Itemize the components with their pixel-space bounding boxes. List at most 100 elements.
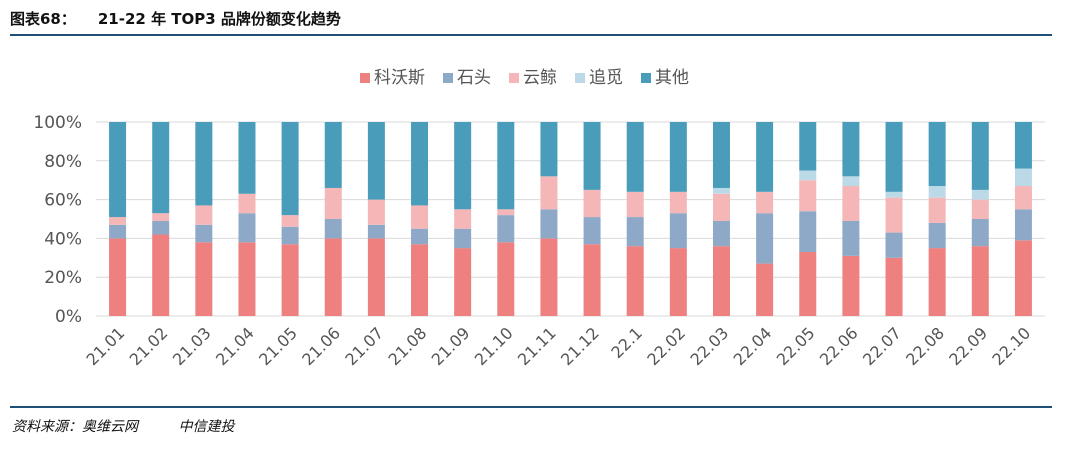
bar-segment bbox=[411, 244, 429, 316]
bar-segment bbox=[626, 217, 644, 247]
bar-segment bbox=[756, 191, 774, 214]
bar-stack bbox=[152, 122, 170, 316]
bar-segment bbox=[152, 234, 170, 316]
bar-segment bbox=[324, 238, 342, 316]
bar-segment bbox=[669, 213, 687, 249]
x-tick-label: 21.07 bbox=[341, 323, 387, 369]
bar-stack bbox=[1014, 122, 1032, 316]
bar-segment bbox=[411, 205, 429, 229]
bar-stack bbox=[238, 122, 256, 316]
bar-stack bbox=[583, 122, 601, 316]
bar-segment bbox=[885, 191, 903, 198]
legend-swatch bbox=[641, 73, 651, 83]
stacked-bar-chart: 0%20%40%60%80%100% 21.0121.0221.0321.042… bbox=[33, 68, 1045, 369]
bar-segment bbox=[799, 251, 817, 316]
bar-segment bbox=[109, 238, 127, 316]
bar-segment bbox=[497, 215, 515, 243]
bar-segment bbox=[799, 170, 817, 181]
x-tick-label: 22.10 bbox=[988, 323, 1034, 369]
x-tick-label: 22.04 bbox=[730, 323, 776, 369]
x-tick-label: 22.1 bbox=[607, 323, 646, 362]
y-tick-label: 80% bbox=[44, 152, 82, 172]
bar-segment bbox=[152, 220, 170, 235]
bar-segment bbox=[1014, 240, 1032, 316]
bar-segment bbox=[799, 122, 817, 171]
legend-swatch bbox=[575, 73, 585, 83]
bar-segment bbox=[497, 242, 515, 316]
bar-segment bbox=[583, 244, 601, 316]
bar-segment bbox=[1014, 168, 1032, 187]
y-tick-label: 60% bbox=[44, 191, 82, 211]
y-tick-label: 100% bbox=[33, 113, 82, 133]
bar-segment bbox=[411, 228, 429, 245]
x-tick-label: 22.05 bbox=[773, 323, 819, 369]
bar-segment bbox=[885, 257, 903, 316]
bar-segment bbox=[454, 248, 472, 316]
x-tick-label: 21.06 bbox=[298, 323, 344, 369]
bar-segment bbox=[1014, 186, 1032, 210]
bar-segment bbox=[885, 197, 903, 233]
bar-segment bbox=[971, 122, 989, 190]
bar-segment bbox=[928, 248, 946, 316]
bar-stack bbox=[367, 122, 385, 316]
bar-segment bbox=[238, 193, 256, 214]
legend-swatch bbox=[443, 73, 453, 83]
bar-segment bbox=[756, 263, 774, 316]
x-tick-label: 21.08 bbox=[385, 323, 431, 369]
bar-segment bbox=[842, 255, 860, 316]
bar-stack bbox=[971, 122, 989, 316]
bar-stack bbox=[281, 122, 299, 316]
bottom-divider bbox=[10, 406, 1052, 408]
bar-segment bbox=[238, 242, 256, 316]
bar-stack bbox=[712, 122, 730, 316]
legend-label: 云鲸 bbox=[523, 68, 557, 88]
bar-segment bbox=[928, 197, 946, 223]
bar-segment bbox=[712, 187, 730, 194]
bar-segment bbox=[842, 186, 860, 221]
bar-segment bbox=[669, 191, 687, 214]
bar-segment bbox=[195, 242, 213, 316]
legend-label: 其他 bbox=[655, 68, 689, 88]
bar-segment bbox=[281, 215, 299, 227]
bar-segment bbox=[971, 246, 989, 316]
bar-segment bbox=[971, 189, 989, 200]
bar-stack bbox=[109, 122, 127, 316]
legend-label: 追觅 bbox=[589, 68, 623, 88]
bar-segment bbox=[324, 219, 342, 239]
x-tick-label: 22.08 bbox=[902, 323, 948, 369]
bar-stack bbox=[324, 122, 342, 316]
bar-segment bbox=[928, 122, 946, 187]
x-tick-label: 21.10 bbox=[471, 323, 517, 369]
chart-title: 21-22 年 TOP3 品牌份额变化趋势 bbox=[97, 9, 341, 28]
bar-segment bbox=[497, 209, 515, 216]
bar-segment bbox=[367, 238, 385, 316]
legend-swatch bbox=[509, 73, 519, 83]
bar-segment bbox=[583, 122, 601, 190]
bar-stack bbox=[540, 122, 558, 316]
legend-swatch bbox=[360, 73, 370, 83]
bar-stack bbox=[497, 122, 515, 316]
x-tick-label: 22.06 bbox=[816, 323, 862, 369]
bar-segment bbox=[885, 122, 903, 192]
bar-segment bbox=[712, 122, 730, 188]
bar-segment bbox=[454, 228, 472, 249]
bar-segment bbox=[454, 122, 472, 210]
bar-segment bbox=[971, 199, 989, 219]
bar-segment bbox=[669, 248, 687, 316]
bar-segment bbox=[712, 220, 730, 247]
bar-segment bbox=[626, 246, 644, 316]
bar-segment bbox=[195, 224, 213, 243]
bar-segment bbox=[971, 219, 989, 247]
bar-segment bbox=[540, 238, 558, 316]
source-text: 资料来源：奥维云网 bbox=[12, 419, 138, 435]
bar-segment bbox=[540, 122, 558, 177]
org-name: 中信建投 bbox=[178, 419, 235, 435]
bar-segment bbox=[281, 226, 299, 245]
x-tick-label: 22.07 bbox=[859, 323, 905, 369]
figure-title: 图表68： 21-22 年 TOP3 品牌份额变化趋势 bbox=[10, 6, 341, 30]
bar-segment bbox=[238, 122, 256, 194]
bar-stack bbox=[454, 122, 472, 316]
bar-stack bbox=[799, 122, 817, 316]
legend-label: 科沃斯 bbox=[374, 68, 425, 88]
bar-segment bbox=[885, 232, 903, 258]
